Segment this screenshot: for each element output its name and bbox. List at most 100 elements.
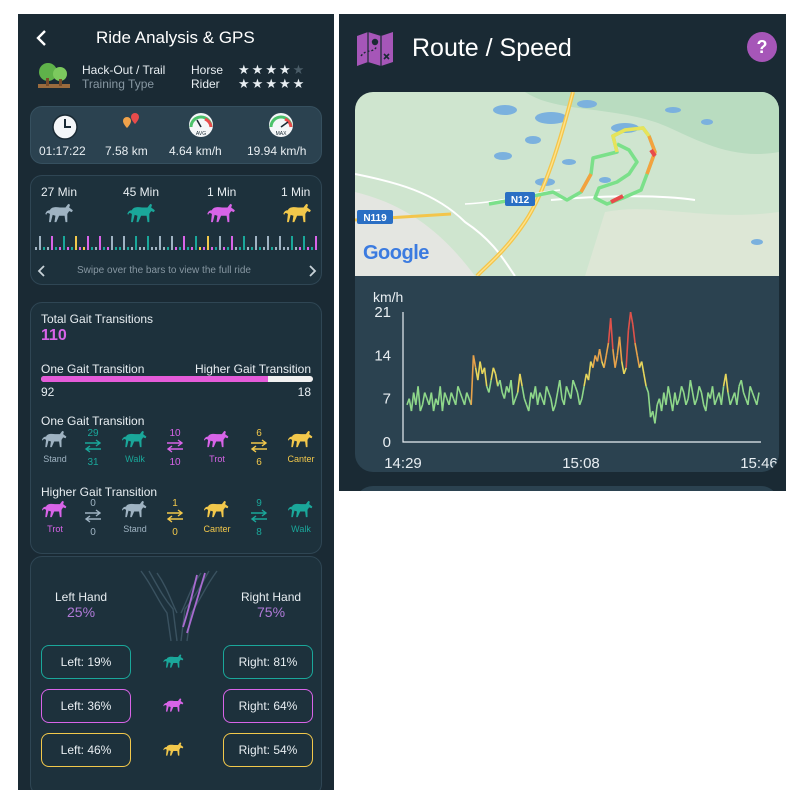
gait-bar[interactable] [215,247,217,250]
gait-bar[interactable] [163,247,165,250]
gait-bar[interactable] [223,247,225,250]
gait-bar[interactable] [115,247,117,250]
left-hand-pill: Left: 36% [41,689,131,723]
gait-bar[interactable] [187,247,189,250]
gait-bar[interactable] [259,247,261,250]
gait-bar[interactable] [59,247,61,250]
gait-bar[interactable] [55,247,57,250]
speed-line-segment [463,392,468,405]
gait-bar[interactable] [95,247,97,250]
speed-line-segment [454,386,459,405]
gait-bar[interactable] [219,236,221,250]
walk-horse-icon [127,202,157,229]
gait-bar[interactable] [179,247,181,250]
gait-bar[interactable] [235,247,237,250]
gait-bar[interactable] [311,247,313,250]
right-hand-pill: Right: 81% [223,645,313,679]
gait-bar[interactable] [43,247,45,250]
gait-bar[interactable] [247,247,249,250]
gait-bar[interactable] [227,247,229,250]
gait-bar[interactable] [147,236,149,250]
gait-bar[interactable] [191,247,193,250]
gait-bar[interactable] [275,247,277,250]
gait-bar[interactable] [123,236,125,250]
gait-bar[interactable] [91,247,93,250]
gait-bar[interactable] [99,236,101,250]
help-button[interactable]: ? [747,32,777,62]
ride-stats-card: 01:17:22 7.58 km AVG 4.64 km/h MAX 19.94… [30,106,322,164]
gait-bar[interactable] [271,247,273,250]
gait-bar[interactable] [307,247,309,250]
gait-bar[interactable] [135,236,137,250]
x-tick-label: 14:29 [384,455,422,472]
gait-bar[interactable] [71,247,73,250]
swipe-right-button[interactable] [307,264,317,282]
gait-bar[interactable] [79,247,81,250]
gait-bar[interactable] [299,247,301,250]
gait-bar[interactable] [279,236,281,250]
duration-value: 01:17:22 [39,144,86,158]
gait-bar[interactable] [303,236,305,250]
gait-bar[interactable] [283,247,285,250]
gait-bar[interactable] [231,236,233,250]
gait-bar[interactable] [131,247,133,250]
gait-bar[interactable] [315,236,317,250]
higher-gait-transition-row: Trot 0 0 Stand 1 0 Canter 9 8 Walk [31,499,323,539]
gait-bar[interactable] [175,247,177,250]
gait-bar[interactable] [171,236,173,250]
max-speed-unit: km/h [280,144,307,158]
gait-bar[interactable] [139,247,141,250]
gait-bar[interactable] [75,236,77,250]
gait-bar[interactable] [127,247,129,250]
speed-line-segment [574,386,579,393]
gait-bar[interactable] [183,236,185,250]
gait-label: Stand [123,524,147,534]
transition-down-count: 8 [256,527,262,538]
gait-bar[interactable] [251,247,253,250]
gait-bar[interactable] [107,247,109,250]
speed-line-segment [671,392,676,412]
speed-line-segment [514,392,519,399]
x-tick-label: 15:46 [740,455,778,472]
route-map[interactable]: N12 N119 Google [355,92,779,276]
gait-bar[interactable] [111,236,113,250]
gait-bar[interactable] [151,247,153,250]
gait-bar[interactable] [295,247,297,250]
gait-bar[interactable] [119,247,121,250]
swipe-left-button[interactable] [37,264,47,282]
gait-bar[interactable] [207,236,209,250]
gait-bar[interactable] [35,247,37,250]
gait-bar[interactable] [47,247,49,250]
gait-bar[interactable] [83,247,85,250]
gait-bar[interactable] [51,236,53,250]
gait-bar[interactable] [159,236,161,250]
gait-bar[interactable] [195,236,197,250]
gait-bar[interactable] [63,236,65,250]
gait-bar[interactable] [143,247,145,250]
gait-bar[interactable] [267,236,269,250]
gait-bar[interactable] [243,236,245,250]
gait-bar[interactable] [239,247,241,250]
gait-bar[interactable] [39,236,41,250]
speed-line-segment [547,392,552,399]
gait-bar[interactable] [87,236,89,250]
gait-bars-strip[interactable] [31,232,323,254]
back-button[interactable] [34,28,50,48]
gait-bar[interactable] [103,247,105,250]
gait-bar[interactable] [67,247,69,250]
gait-bar[interactable] [287,247,289,250]
gait-trot-item: Trot [201,429,233,464]
gait-bar[interactable] [291,236,293,250]
gait-bar[interactable] [255,236,257,250]
speed-line-segment [749,386,754,393]
speed-line-segment [510,380,515,405]
gait-bar[interactable] [203,247,205,250]
gait-bar[interactable] [155,247,157,250]
gait-bar[interactable] [199,247,201,250]
right-hand-pill: Right: 64% [223,689,313,723]
gait-bar[interactable] [211,247,213,250]
gait-bar[interactable] [167,247,169,250]
gait-bar[interactable] [263,247,265,250]
